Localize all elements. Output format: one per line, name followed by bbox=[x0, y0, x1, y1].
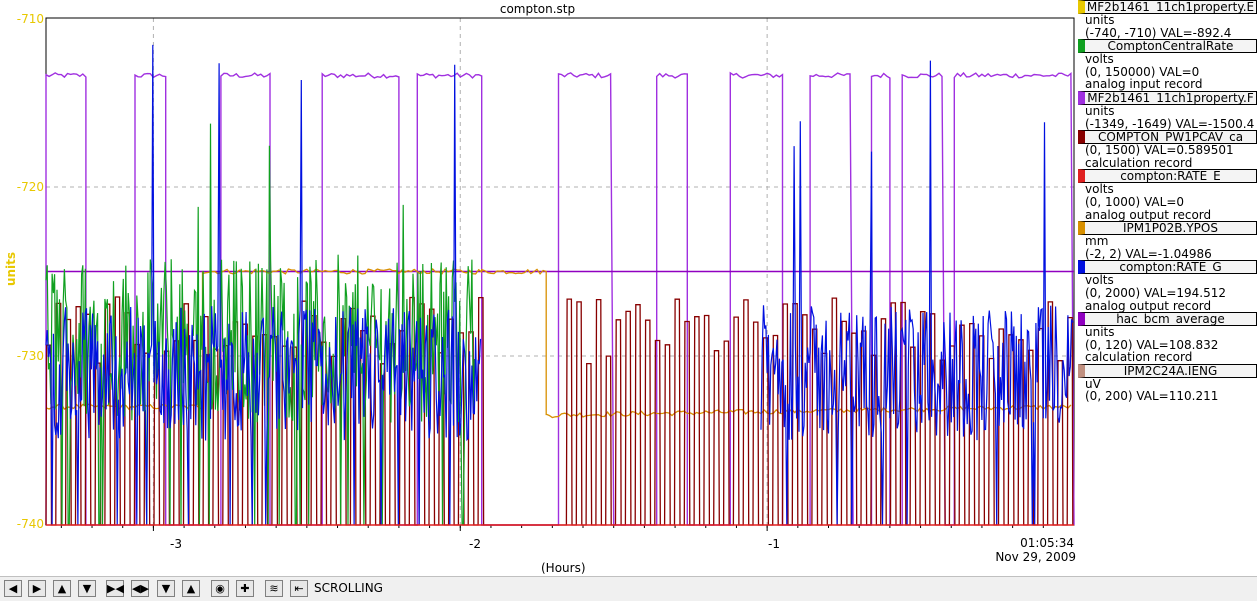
y-tick-label: -720 bbox=[16, 180, 44, 194]
zoom-out-y-icon[interactable]: ▲ bbox=[182, 580, 200, 597]
pan-right-icon[interactable]: ▶ bbox=[28, 580, 46, 597]
legend-entry-name[interactable]: MF2b1461_11ch1property.F bbox=[1078, 90, 1257, 105]
zoom-out-x-icon[interactable]: ◀▶ bbox=[131, 580, 149, 597]
x-tick-label: -2 bbox=[469, 537, 481, 551]
series-compton-rate-g bbox=[45, 44, 482, 526]
pan-down-icon[interactable]: ▼ bbox=[78, 580, 96, 597]
legend-entry-detail: volts bbox=[1085, 182, 1114, 197]
legend-entry-detail: (-740, -710) VAL=-892.4 bbox=[1085, 25, 1232, 40]
zoom-in-x-icon[interactable]: ▶◀ bbox=[106, 580, 124, 597]
pan-left-icon[interactable]: ◀ bbox=[4, 580, 22, 597]
legend-entry-detail: uV bbox=[1085, 376, 1101, 391]
x-tick-label: -1 bbox=[768, 537, 780, 551]
legend-entry-detail: units bbox=[1085, 13, 1115, 27]
mode-label: SCROLLING bbox=[314, 581, 383, 595]
legend-entry-detail: (0, 1000) VAL=0 bbox=[1085, 194, 1185, 209]
legend-entry-detail: mm bbox=[1085, 234, 1109, 249]
chart-title: compton.stp bbox=[499, 2, 576, 16]
legend-entry-name[interactable]: COMPTON_PW1PCAV_ca bbox=[1078, 130, 1257, 145]
x-tick-label: -3 bbox=[170, 537, 182, 551]
series-mf2b1461-11ch1property-f bbox=[45, 71, 1075, 526]
plot-area[interactable] bbox=[0, 0, 1257, 576]
legend-entry-name[interactable]: IPM2C24A.IENG bbox=[1078, 363, 1257, 378]
legend-entry-detail: (0, 2000) VAL=194.512 bbox=[1085, 285, 1226, 300]
zoom-in-y-icon[interactable]: ▼ bbox=[157, 580, 175, 597]
legend-entry-name[interactable]: compton:RATE_G bbox=[1078, 260, 1257, 275]
current-time: 01:05:34 bbox=[1020, 536, 1074, 550]
series-compton-pw1pcav-ca bbox=[45, 296, 1074, 526]
history-icon[interactable]: ≋ bbox=[265, 580, 283, 597]
legend-entry-detail: units bbox=[1085, 103, 1115, 118]
y-axis-label: units bbox=[4, 251, 19, 287]
legend-entry-detail: volts bbox=[1085, 273, 1114, 288]
legend-entry-detail: calculation record bbox=[1085, 155, 1193, 170]
legend-entry-detail: analog output record bbox=[1085, 207, 1212, 222]
zoom-reset-icon[interactable]: ✚ bbox=[236, 580, 254, 597]
legend-entry-detail: units bbox=[1085, 325, 1115, 340]
legend-entry-name[interactable]: MF2b1461_11ch1property.E bbox=[1078, 0, 1257, 14]
legend-entry-detail: calculation record bbox=[1085, 350, 1193, 365]
x-axis-title: (Hours) bbox=[541, 561, 586, 575]
legend-entry-name[interactable]: hac_bcm_average bbox=[1078, 312, 1257, 327]
legend-entry-detail: analog input record bbox=[1085, 77, 1203, 92]
pan-up-icon[interactable]: ▲ bbox=[53, 580, 71, 597]
y-tick-label: -740 bbox=[16, 517, 44, 531]
legend-entry-detail: (-2, 2) VAL=-1.04986 bbox=[1085, 246, 1212, 261]
current-date: Nov 29, 2009 bbox=[995, 550, 1076, 564]
y-tick-label: -710 bbox=[16, 12, 44, 26]
legend-entry-name[interactable]: compton:RATE_E bbox=[1078, 169, 1257, 184]
legend-entry-detail: (0, 120) VAL=108.832 bbox=[1085, 337, 1219, 352]
toolbar: ◀ ▶ ▲ ▼ ▶◀ ◀▶ ▼ ▲ ◉ ✚ ≋ ⇤ SCROLLING bbox=[0, 576, 1257, 601]
legend-entry-name[interactable]: IPM1P02B.YPOS bbox=[1078, 221, 1257, 236]
legend-entry-detail: (-1349, -1649) VAL=-1500.4 bbox=[1085, 116, 1255, 131]
legend-panel: MF2b1461_11ch1property.E units (-740, -7… bbox=[1078, 0, 1257, 403]
legend-entry-name[interactable]: ComptonCentralRate bbox=[1078, 39, 1257, 54]
zoom-auto-icon[interactable]: ◉ bbox=[211, 580, 229, 597]
legend-entry-detail: volts bbox=[1085, 52, 1114, 67]
legend-entry-detail: (0, 200) VAL=110.211 bbox=[1085, 389, 1219, 404]
undo-icon[interactable]: ⇤ bbox=[290, 580, 308, 597]
y-tick-label: -730 bbox=[16, 349, 44, 363]
legend-entry-detail: (0, 150000) VAL=0 bbox=[1085, 64, 1200, 79]
legend-entry-detail: (0, 1500) VAL=0.589501 bbox=[1085, 143, 1234, 158]
legend-entry-detail: analog output record bbox=[1085, 298, 1212, 313]
series-compton-rate-g bbox=[760, 60, 1074, 526]
